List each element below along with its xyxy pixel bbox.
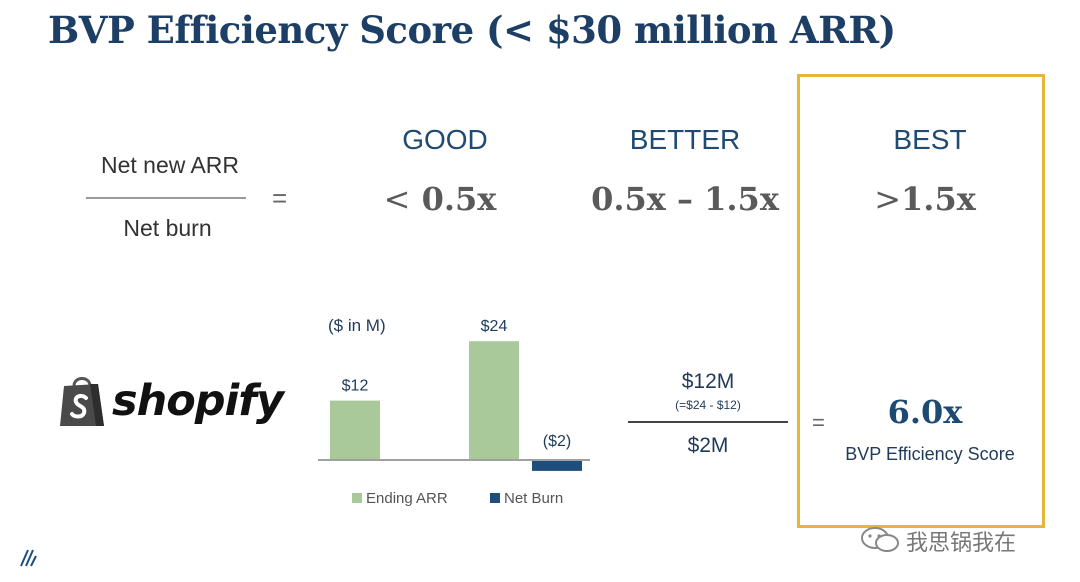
calc-numerator-note: (=$24 - $12) bbox=[675, 398, 741, 412]
bar-label-2: $24 bbox=[481, 318, 508, 335]
bar-label-3: ($2) bbox=[543, 433, 571, 450]
formula-numerator: Net new ARR bbox=[100, 152, 240, 178]
legend-label-net-burn: Net Burn bbox=[504, 490, 563, 507]
tier-better-label: BETTER bbox=[629, 124, 741, 155]
formula-fraction-line bbox=[86, 197, 246, 199]
legend-swatch-ending-arr bbox=[352, 493, 362, 503]
page-title: BVP Efficiency Score (< $30 million ARR) bbox=[48, 8, 896, 52]
bar-chart: $12 $24 ($2) Ending ARR Net Burn bbox=[318, 318, 590, 507]
chart-unit-label: ($ in M) bbox=[328, 316, 386, 335]
bar-1 bbox=[330, 400, 380, 460]
formula-equals: = bbox=[272, 183, 288, 213]
efficiency-score-value: 6.0x bbox=[887, 393, 963, 431]
legend-label-ending-arr: Ending ARR bbox=[366, 490, 448, 507]
bar-3 bbox=[532, 461, 582, 471]
shopify-wordmark: shopify bbox=[112, 376, 284, 426]
wechat-icon bbox=[861, 527, 899, 552]
calc-denominator: $2M bbox=[687, 434, 729, 457]
bar-label-1: $12 bbox=[342, 378, 369, 395]
efficiency-score-caption: BVP Efficiency Score bbox=[845, 444, 1015, 464]
legend-swatch-net-burn bbox=[490, 493, 500, 503]
formula-denominator: Net burn bbox=[123, 215, 212, 241]
shopify-bag-icon bbox=[60, 377, 104, 426]
bar-2 bbox=[469, 341, 519, 460]
tier-best-label: BEST bbox=[893, 124, 967, 155]
calc-equals: = bbox=[812, 410, 825, 435]
tier-best-value: >1.5x bbox=[874, 180, 976, 218]
tier-good-label: GOOD bbox=[402, 124, 488, 155]
calc-fraction-line bbox=[628, 421, 788, 423]
tier-good-value: < 0.5x bbox=[383, 180, 497, 218]
calc-numerator: $12M bbox=[681, 370, 735, 393]
tier-better-value: 0.5x – 1.5x bbox=[591, 180, 779, 218]
watermark-text: 我思锅我在 bbox=[906, 530, 1017, 555]
best-highlight-box bbox=[797, 74, 1045, 528]
bvp-logo-icon bbox=[20, 549, 37, 567]
